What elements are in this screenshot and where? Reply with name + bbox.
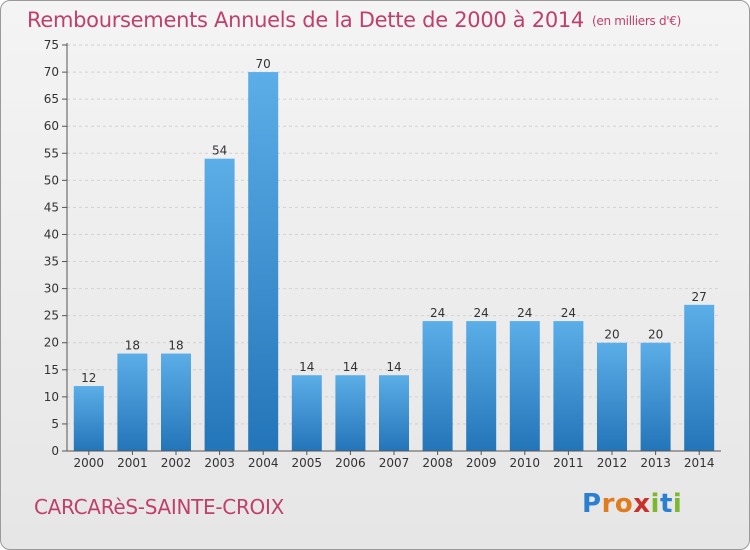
y-tick-label: 60	[44, 119, 59, 133]
logo-letter: x	[633, 489, 651, 519]
bar-value-label: 12	[81, 371, 96, 385]
axes: 0 5 10 15 20 25 30 35 40 45 50 55 60 65 70 75 2000 2001 20…	[44, 38, 721, 470]
logo-letter: i	[672, 489, 683, 519]
x-tick-label: 2003	[204, 456, 235, 470]
bar-2003	[204, 158, 235, 451]
bar-2012	[597, 342, 627, 451]
title-unit: (en milliers d'€)	[592, 14, 682, 28]
bar-2007	[379, 375, 409, 451]
y-tick-label: 30	[44, 282, 59, 296]
logo-letter: P	[582, 489, 602, 519]
logo-letter: i	[650, 489, 660, 519]
bar-2004	[248, 72, 279, 452]
bar-2014	[684, 304, 715, 451]
bar-value-label: 18	[168, 339, 183, 353]
x-tick-label: 2005	[292, 456, 323, 470]
bar-value-label: 20	[604, 328, 619, 342]
bar-2009	[466, 321, 497, 451]
y-tick-label: 35	[44, 255, 59, 269]
bar-2002	[161, 353, 191, 451]
title-text: Remboursements Annuels de la Dette de 20…	[27, 8, 584, 32]
bar-value-label: 14	[343, 360, 358, 374]
proxiti-logo: Proxiti	[582, 489, 682, 519]
x-tick-label: 2007	[379, 456, 410, 470]
x-tick-label: 2006	[335, 456, 366, 470]
x-tick-label: 2001	[117, 456, 148, 470]
y-tick-label: 15	[44, 363, 59, 377]
bar-value-label: 18	[125, 339, 140, 353]
bar-value-label: 54	[212, 144, 227, 158]
bar-value-label: 24	[517, 306, 532, 320]
x-tick-label: 2010	[510, 456, 541, 470]
bar-2008	[422, 321, 453, 451]
x-tick-label: 2011	[553, 456, 584, 470]
y-tick-label: 45	[44, 200, 59, 214]
x-tick-label: 2008	[422, 456, 453, 470]
bar-2006	[335, 375, 366, 451]
bar-value-label: 24	[430, 306, 445, 320]
x-tick-label: 2014	[684, 456, 715, 470]
bar-value-label: 14	[386, 360, 401, 374]
y-tick-label: 65	[44, 92, 59, 106]
y-tick-label: 10	[44, 390, 59, 404]
commune-name: CARCARèS-SAINTE-CROIX	[34, 495, 284, 519]
x-tick-label: 2009	[466, 456, 497, 470]
x-tick-label: 2000	[74, 456, 105, 470]
bar-value-label: 20	[648, 328, 663, 342]
x-tick-label: 2004	[248, 456, 279, 470]
bar-2010	[509, 321, 540, 451]
bar-2005	[291, 375, 322, 451]
y-tick-label: 75	[44, 38, 59, 52]
bar-value-label: 24	[474, 306, 489, 320]
bars: 12 18 18 54 70 14 14 14 24 24 24 24 20 20 27	[73, 57, 715, 452]
logo-letter: t	[659, 489, 673, 519]
y-tick-label: 70	[44, 65, 59, 79]
bar-value-label: 27	[692, 290, 707, 304]
bar-value-label: 70	[256, 57, 271, 71]
y-tick-label: 40	[44, 227, 59, 241]
y-tick-label: 5	[51, 417, 59, 431]
y-tick-label: 55	[44, 146, 59, 160]
bar-value-label: 14	[299, 360, 314, 374]
x-tick-label: 2012	[597, 456, 628, 470]
logo-letter: r	[601, 489, 615, 519]
chart-title: Remboursements Annuels de la Dette de 20…	[27, 8, 681, 32]
logo-letter: o	[614, 489, 634, 519]
bar-value-label: 24	[561, 306, 576, 320]
y-tick-label: 20	[44, 336, 59, 350]
bar-2011	[553, 321, 584, 451]
x-tick-label: 2013	[640, 456, 671, 470]
bar-2001	[117, 353, 148, 451]
y-tick-label: 0	[51, 444, 59, 458]
bar-2000	[73, 386, 104, 451]
bar-2013	[640, 342, 671, 451]
y-tick-label: 50	[44, 173, 59, 187]
y-tick-label: 25	[44, 309, 59, 323]
x-tick-label: 2002	[161, 456, 192, 470]
